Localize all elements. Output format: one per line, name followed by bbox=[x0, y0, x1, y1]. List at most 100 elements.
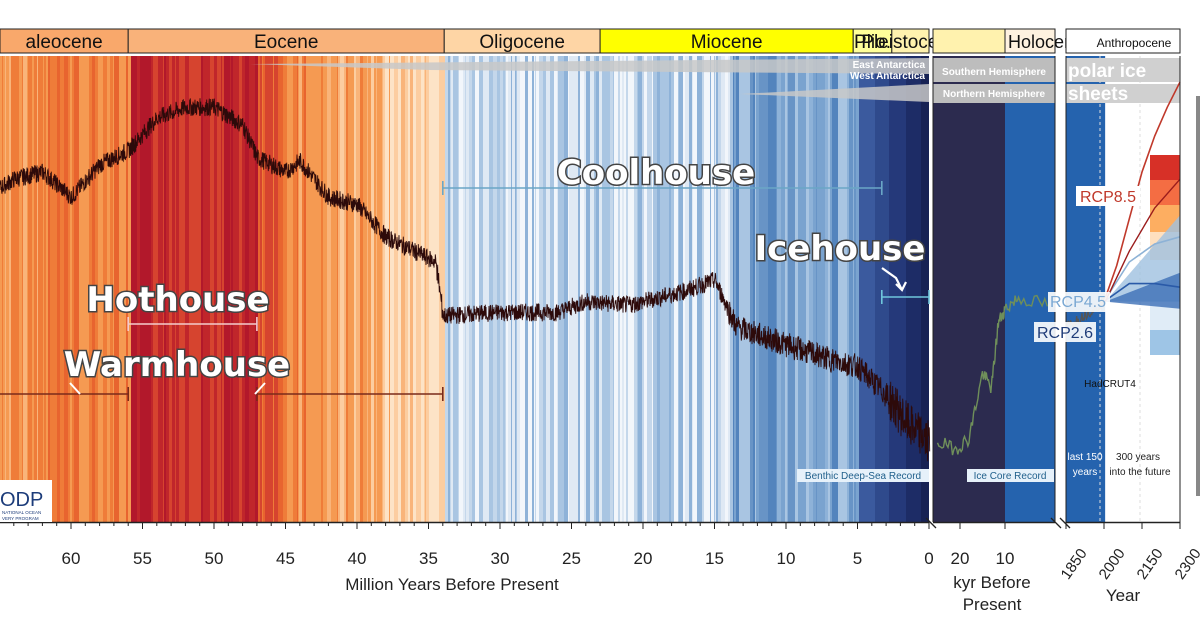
southern-ice-bar bbox=[933, 58, 1055, 82]
climate-stripe bbox=[89, 56, 93, 522]
climate-stripe bbox=[57, 56, 59, 522]
x-tick-label-myr: 0 bbox=[924, 549, 933, 568]
climate-stripe bbox=[28, 56, 33, 522]
x-tick-label-myr: 30 bbox=[491, 549, 510, 568]
climate-stripe bbox=[475, 56, 480, 522]
climate-stripe bbox=[382, 56, 384, 522]
climate-stripe bbox=[576, 56, 579, 522]
climate-stripe bbox=[163, 56, 165, 522]
climate-stripe bbox=[74, 56, 77, 522]
climate-stripe bbox=[97, 56, 99, 522]
climate-stripe bbox=[546, 56, 551, 522]
climate-stripe bbox=[838, 56, 843, 522]
climate-stripe bbox=[108, 56, 111, 522]
climate-stripe bbox=[46, 56, 48, 522]
benthic-record-line bbox=[0, 98, 931, 462]
climate-stripe bbox=[788, 56, 792, 522]
climate-stripe bbox=[483, 56, 488, 522]
climate-stripe bbox=[61, 56, 65, 522]
climate-stripe bbox=[610, 56, 614, 522]
climate-stripe bbox=[748, 56, 751, 522]
climate-stripe bbox=[5, 56, 7, 522]
climate-stripe bbox=[890, 56, 893, 522]
logo-box bbox=[0, 480, 52, 522]
climate-stripe bbox=[405, 56, 409, 522]
climate-stripe bbox=[131, 56, 136, 522]
climate-stripe bbox=[473, 56, 476, 522]
climate-stripe bbox=[451, 56, 454, 522]
climate-stripe bbox=[531, 56, 533, 522]
climate-stripe bbox=[497, 56, 500, 522]
climate-stripe bbox=[398, 56, 402, 522]
epoch-eocene bbox=[127, 28, 445, 54]
rcp45-spread bbox=[1105, 215, 1180, 302]
climate-stripe bbox=[561, 56, 565, 522]
climate-stripe bbox=[740, 56, 745, 522]
climate-stripe bbox=[647, 56, 652, 522]
icecore-label-box bbox=[967, 469, 1054, 482]
climate-stripe bbox=[441, 56, 446, 522]
ice-sheet-panel bbox=[250, 58, 1180, 103]
climate-stripe bbox=[558, 56, 562, 522]
epoch-oligocene bbox=[443, 28, 601, 54]
climate-stripe bbox=[431, 56, 434, 522]
climate-stripe bbox=[613, 56, 615, 522]
epoch-label: Plio. bbox=[854, 32, 891, 53]
climate-stripe bbox=[64, 56, 69, 522]
climate-stripe bbox=[269, 56, 272, 522]
climate-stripe bbox=[534, 56, 536, 522]
climate-stripe bbox=[323, 56, 327, 522]
projection-rcp45 bbox=[1103, 236, 1181, 303]
climate-stripe bbox=[368, 56, 372, 522]
glacial-panel-bg bbox=[933, 56, 1005, 522]
climate-stripe bbox=[354, 56, 357, 522]
climate-stripe bbox=[139, 56, 141, 522]
climate-stripe bbox=[281, 56, 284, 522]
climate-stripe bbox=[733, 56, 735, 522]
label-northern-hemisphere: Northern Hemisphere bbox=[943, 89, 1046, 100]
rcp85-label-box bbox=[1076, 186, 1140, 206]
climate-stripe bbox=[390, 56, 395, 522]
climate-stripe bbox=[459, 56, 464, 522]
climate-stripe bbox=[185, 56, 190, 522]
climate-stripe bbox=[637, 56, 639, 522]
climate-stripe bbox=[43, 56, 45, 522]
climate-stripe bbox=[81, 56, 86, 522]
x-tick-label-myr: 60 bbox=[62, 549, 81, 568]
climate-stripe bbox=[23, 56, 28, 522]
climate-stripe bbox=[727, 56, 729, 522]
climate-stripe bbox=[880, 56, 883, 522]
icehouse-arrow bbox=[881, 267, 907, 292]
climate-stripe bbox=[263, 56, 266, 522]
climate-stripe bbox=[515, 56, 517, 522]
climate-stripe bbox=[638, 56, 643, 522]
climate-stripe bbox=[572, 56, 577, 522]
climate-stripe bbox=[327, 56, 332, 522]
climate-stripe bbox=[653, 56, 657, 522]
climate-stripe bbox=[849, 56, 854, 522]
climate-stripe bbox=[781, 56, 786, 522]
climate-stripe bbox=[493, 56, 498, 522]
climate-stripe bbox=[32, 56, 35, 522]
climate-stripe bbox=[767, 56, 769, 522]
climate-stripe bbox=[172, 56, 176, 522]
label-future-1: 300 years bbox=[1116, 452, 1160, 463]
climate-stripe bbox=[557, 56, 559, 522]
climate-stripe bbox=[424, 56, 426, 522]
climate-stripe bbox=[169, 56, 173, 522]
climate-stripe bbox=[711, 56, 715, 522]
climate-stripe bbox=[755, 56, 757, 522]
climate-stripe bbox=[298, 56, 300, 522]
x-tick-label-myr: 10 bbox=[777, 549, 796, 568]
epoch-label: Miocene bbox=[691, 32, 763, 53]
climate-stripe bbox=[291, 56, 294, 522]
climate-stripe bbox=[231, 56, 234, 522]
climate-stripe bbox=[806, 56, 810, 522]
climate-stripe bbox=[344, 56, 347, 522]
climate-stripe bbox=[408, 56, 411, 522]
climate-stripe bbox=[125, 56, 127, 522]
climate-stripe bbox=[304, 56, 307, 522]
climate-stripe bbox=[539, 56, 542, 522]
climate-stripe bbox=[596, 56, 600, 522]
climate-stripe bbox=[642, 56, 645, 522]
